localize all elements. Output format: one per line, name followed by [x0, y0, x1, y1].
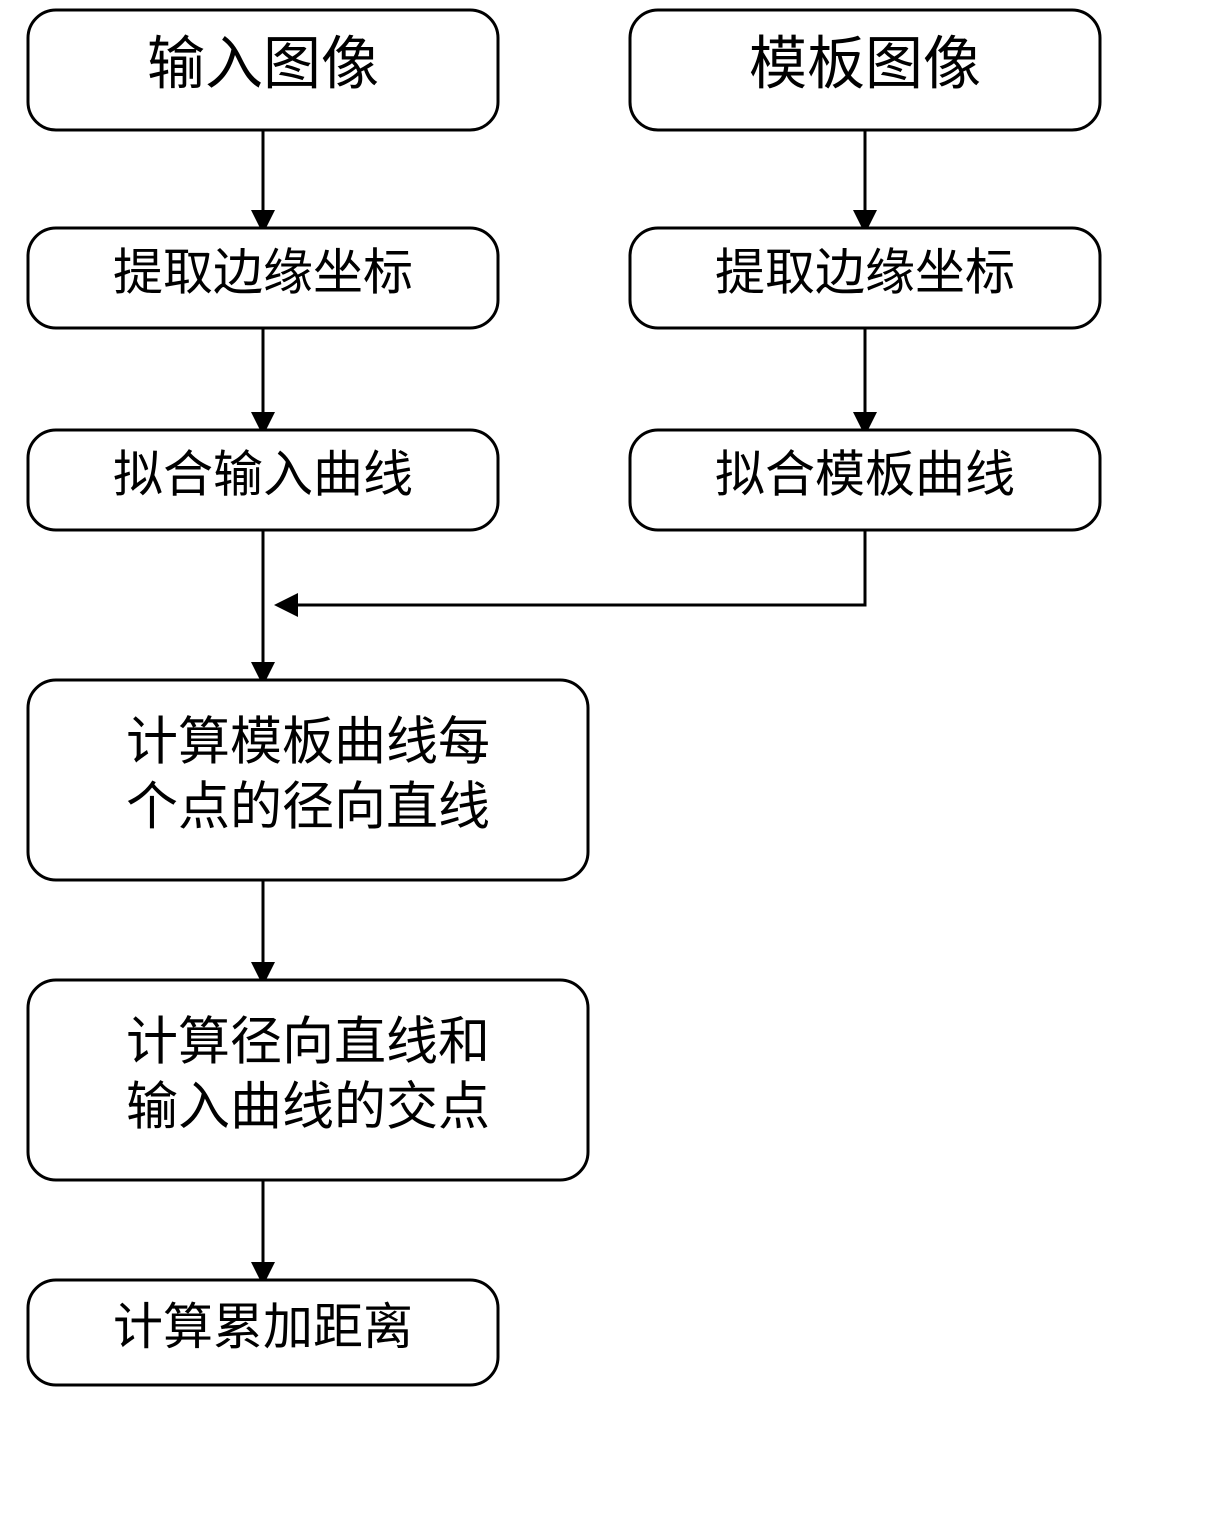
node-label: 提取边缘坐标: [113, 244, 413, 300]
node-calc_intersection: 计算径向直线和输入曲线的交点: [28, 980, 588, 1180]
nodes-layer: 输入图像模板图像提取边缘坐标提取边缘坐标拟合输入曲线拟合模板曲线计算模板曲线每个…: [28, 10, 1100, 1385]
node-label: 计算累加距离: [113, 1299, 413, 1355]
node-label: 拟合输入曲线: [113, 446, 413, 502]
node-calc_distance: 计算累加距离: [28, 1280, 498, 1385]
edge-fit_template-to-calc_radial: [280, 530, 865, 605]
node-extract_input: 提取边缘坐标: [28, 228, 498, 328]
node-template_image: 模板图像: [630, 10, 1100, 130]
flowchart: 输入图像模板图像提取边缘坐标提取边缘坐标拟合输入曲线拟合模板曲线计算模板曲线每个…: [0, 0, 1207, 1522]
node-fit_template: 拟合模板曲线: [630, 430, 1100, 530]
node-label: 输入曲线的交点: [126, 1079, 490, 1136]
node-fit_input: 拟合输入曲线: [28, 430, 498, 530]
node-label: 计算径向直线和: [126, 1014, 490, 1071]
node-label: 拟合模板曲线: [715, 446, 1015, 502]
node-label: 提取边缘坐标: [715, 244, 1015, 300]
node-extract_template: 提取边缘坐标: [630, 228, 1100, 328]
node-label: 计算模板曲线每: [126, 714, 490, 771]
node-label: 模板图像: [749, 31, 981, 96]
node-input_image: 输入图像: [28, 10, 498, 130]
node-label: 输入图像: [147, 31, 379, 96]
node-label: 个点的径向直线: [126, 779, 490, 836]
node-calc_radial: 计算模板曲线每个点的径向直线: [28, 680, 588, 880]
